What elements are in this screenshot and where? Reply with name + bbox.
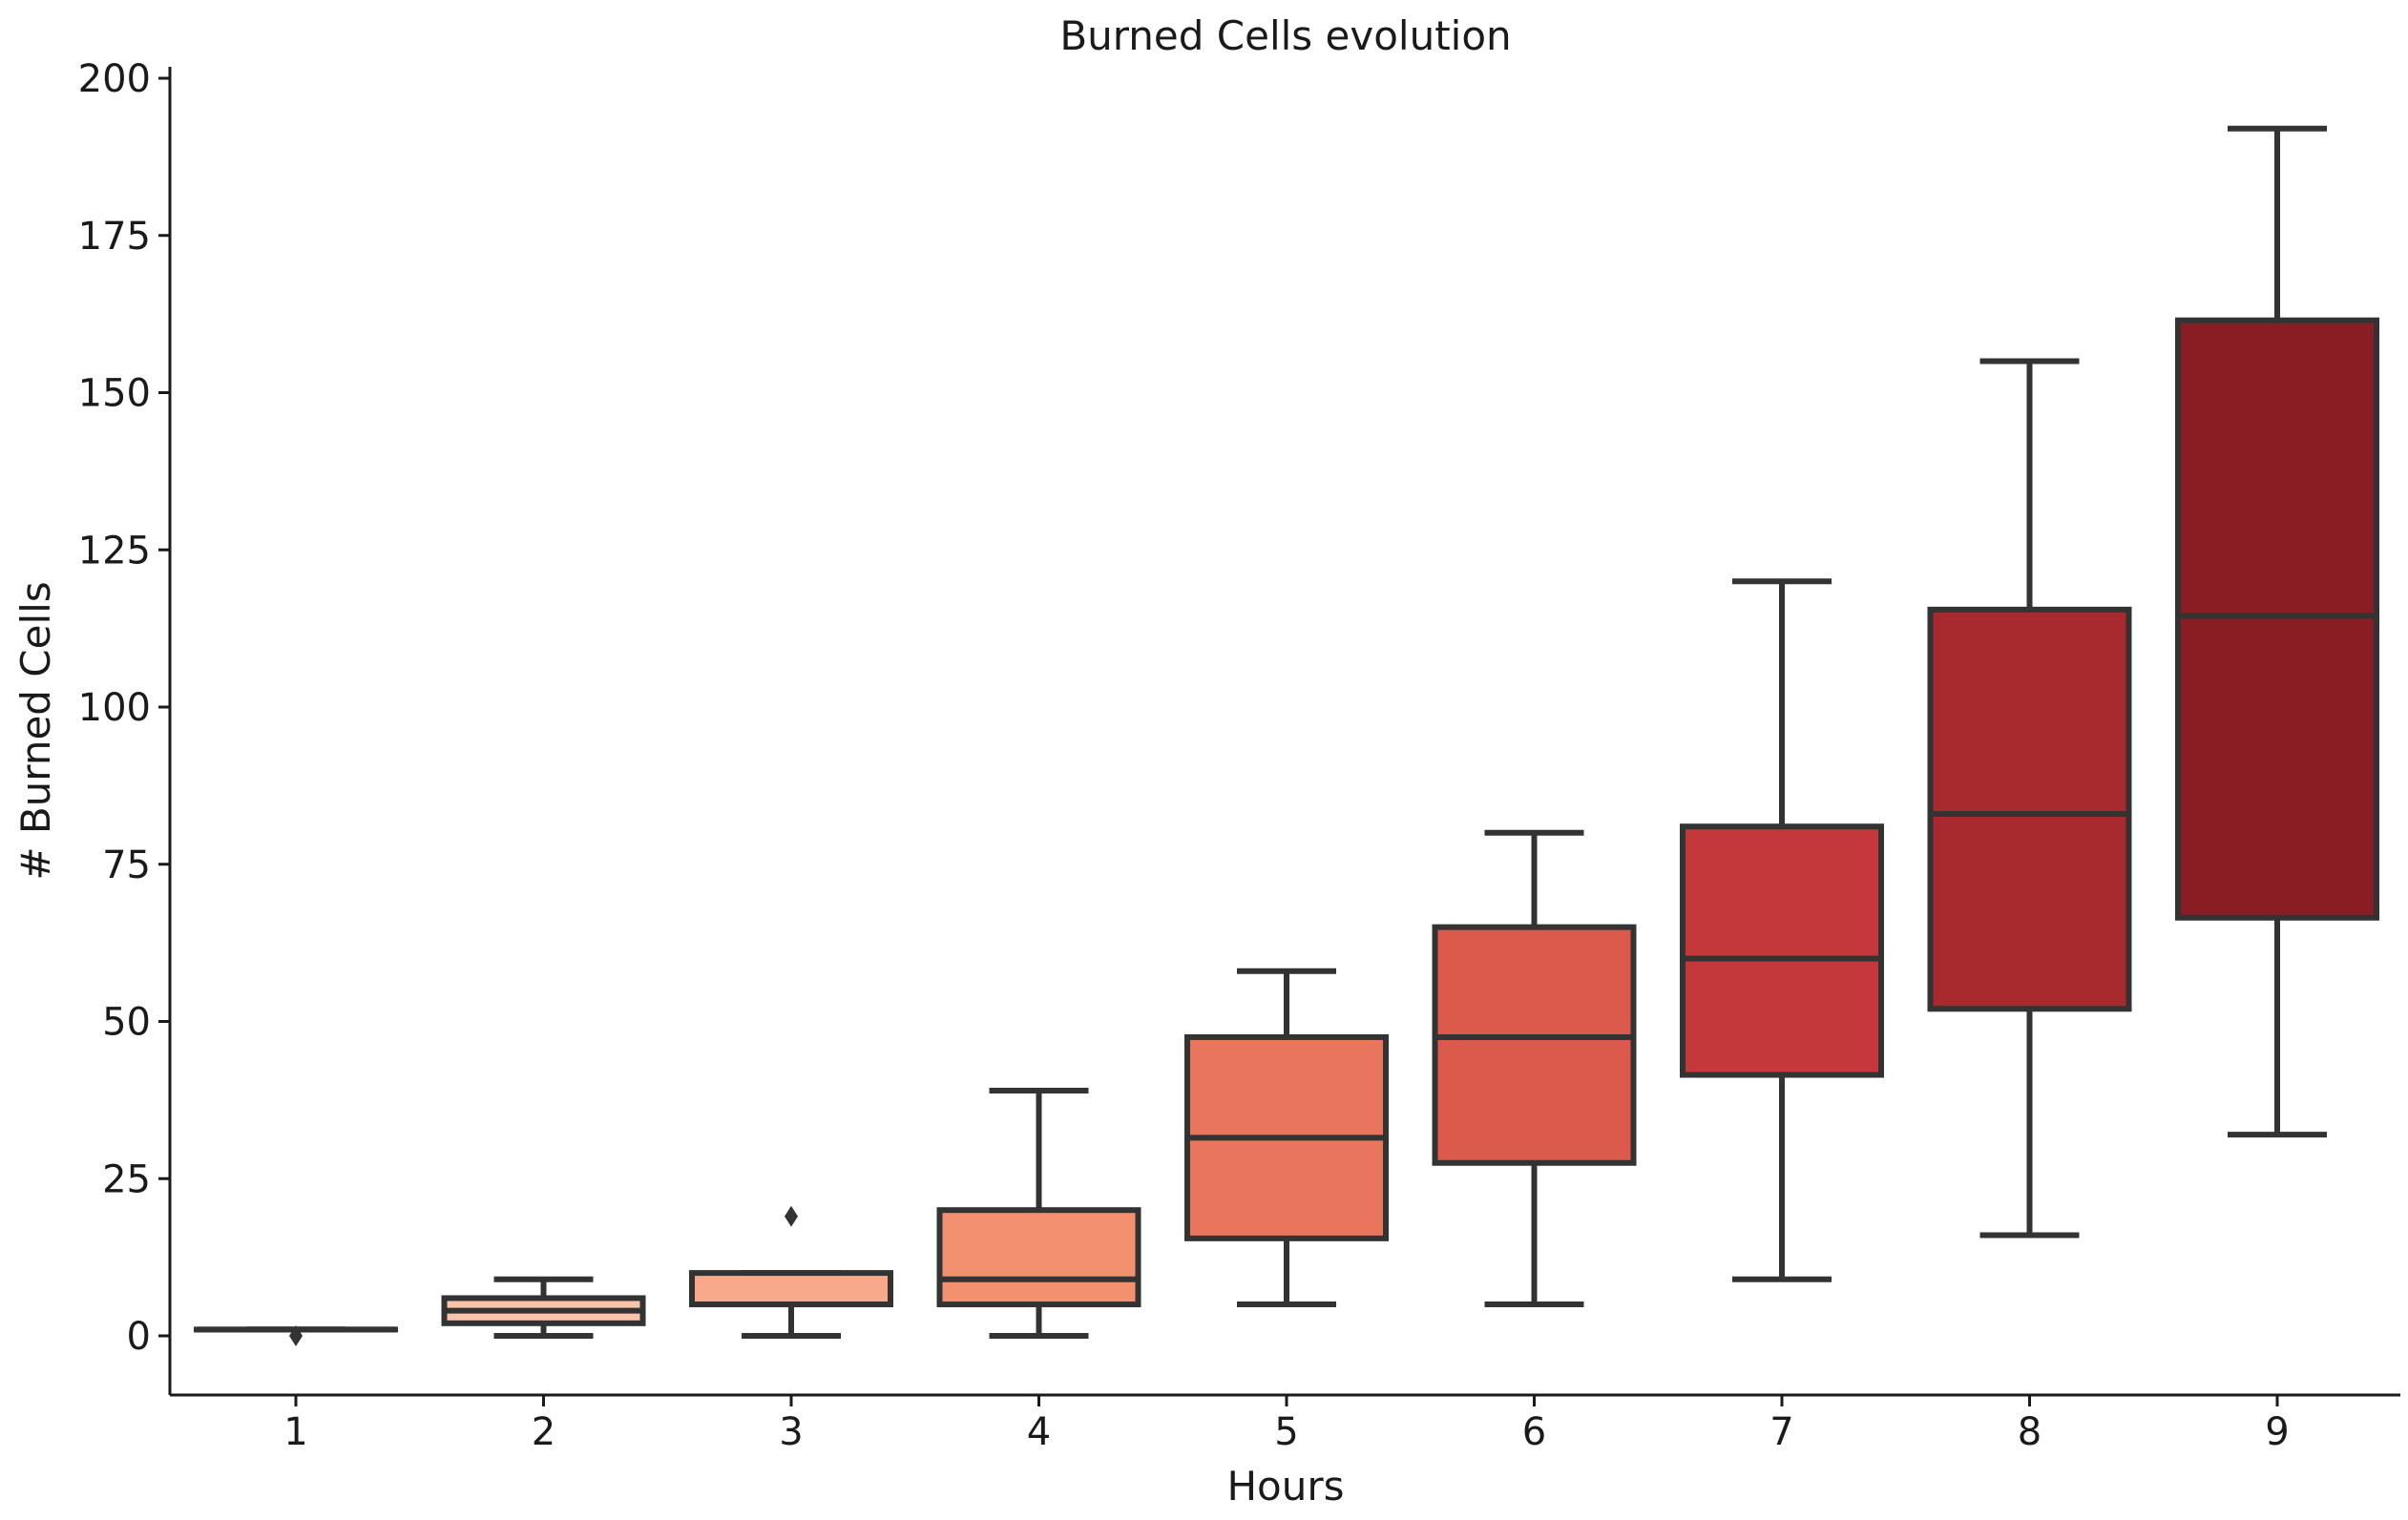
x-tick-label: 7 (1769, 1410, 1793, 1454)
x-tick-label: 4 (1027, 1410, 1051, 1454)
box-group-hour-9 (2175, 125, 2379, 1138)
box-group-hour-8 (1927, 358, 2132, 1239)
box-group-hour-5 (1184, 968, 1389, 1308)
x-tick-label: 1 (283, 1410, 307, 1454)
x-axis-ticks: 1 2 3 4 5 6 7 8 9 (283, 1395, 2290, 1454)
y-tick-label: 150 (78, 372, 151, 416)
x-tick-label: 9 (2265, 1410, 2289, 1454)
box-body (689, 1270, 893, 1308)
y-tick-label: 200 (78, 57, 151, 101)
box-group-hour-2 (441, 1276, 646, 1339)
y-tick-label: 75 (102, 843, 151, 887)
y-axis-title: # Burned Cells (12, 581, 59, 880)
outlier-marker (785, 1205, 798, 1227)
outlier-marker (289, 1325, 303, 1346)
y-tick-label: 100 (78, 686, 151, 730)
y-tick-label: 125 (78, 529, 151, 573)
box-body (936, 1207, 1141, 1308)
box-body (1927, 606, 2132, 1012)
box-body (1680, 823, 1884, 1078)
y-tick-label: 0 (127, 1315, 151, 1359)
x-tick-label: 6 (1522, 1410, 1546, 1454)
box-body (2175, 317, 2379, 921)
x-tick-label: 3 (779, 1410, 803, 1454)
x-axis-title: Hours (1226, 1463, 1344, 1510)
y-tick-label: 50 (102, 1001, 151, 1045)
plot-area (194, 125, 2379, 1346)
box-group-hour-7 (1680, 578, 1884, 1282)
x-tick-label: 8 (2018, 1410, 2042, 1454)
y-tick-label: 25 (102, 1157, 151, 1201)
x-tick-label: 5 (1274, 1410, 1298, 1454)
y-axis-ticks: 0 25 50 75 100 125 150 175 200 (78, 57, 170, 1359)
chart-title: Burned Cells evolution (1059, 12, 1511, 59)
box-group-hour-4 (936, 1087, 1141, 1339)
y-tick-label: 175 (78, 215, 151, 259)
box-group-hour-3 (689, 1205, 893, 1339)
box-body (1432, 924, 1637, 1166)
box-group-hour-1 (194, 1325, 398, 1346)
box-group-hour-6 (1432, 829, 1637, 1308)
x-tick-label: 2 (532, 1410, 555, 1454)
